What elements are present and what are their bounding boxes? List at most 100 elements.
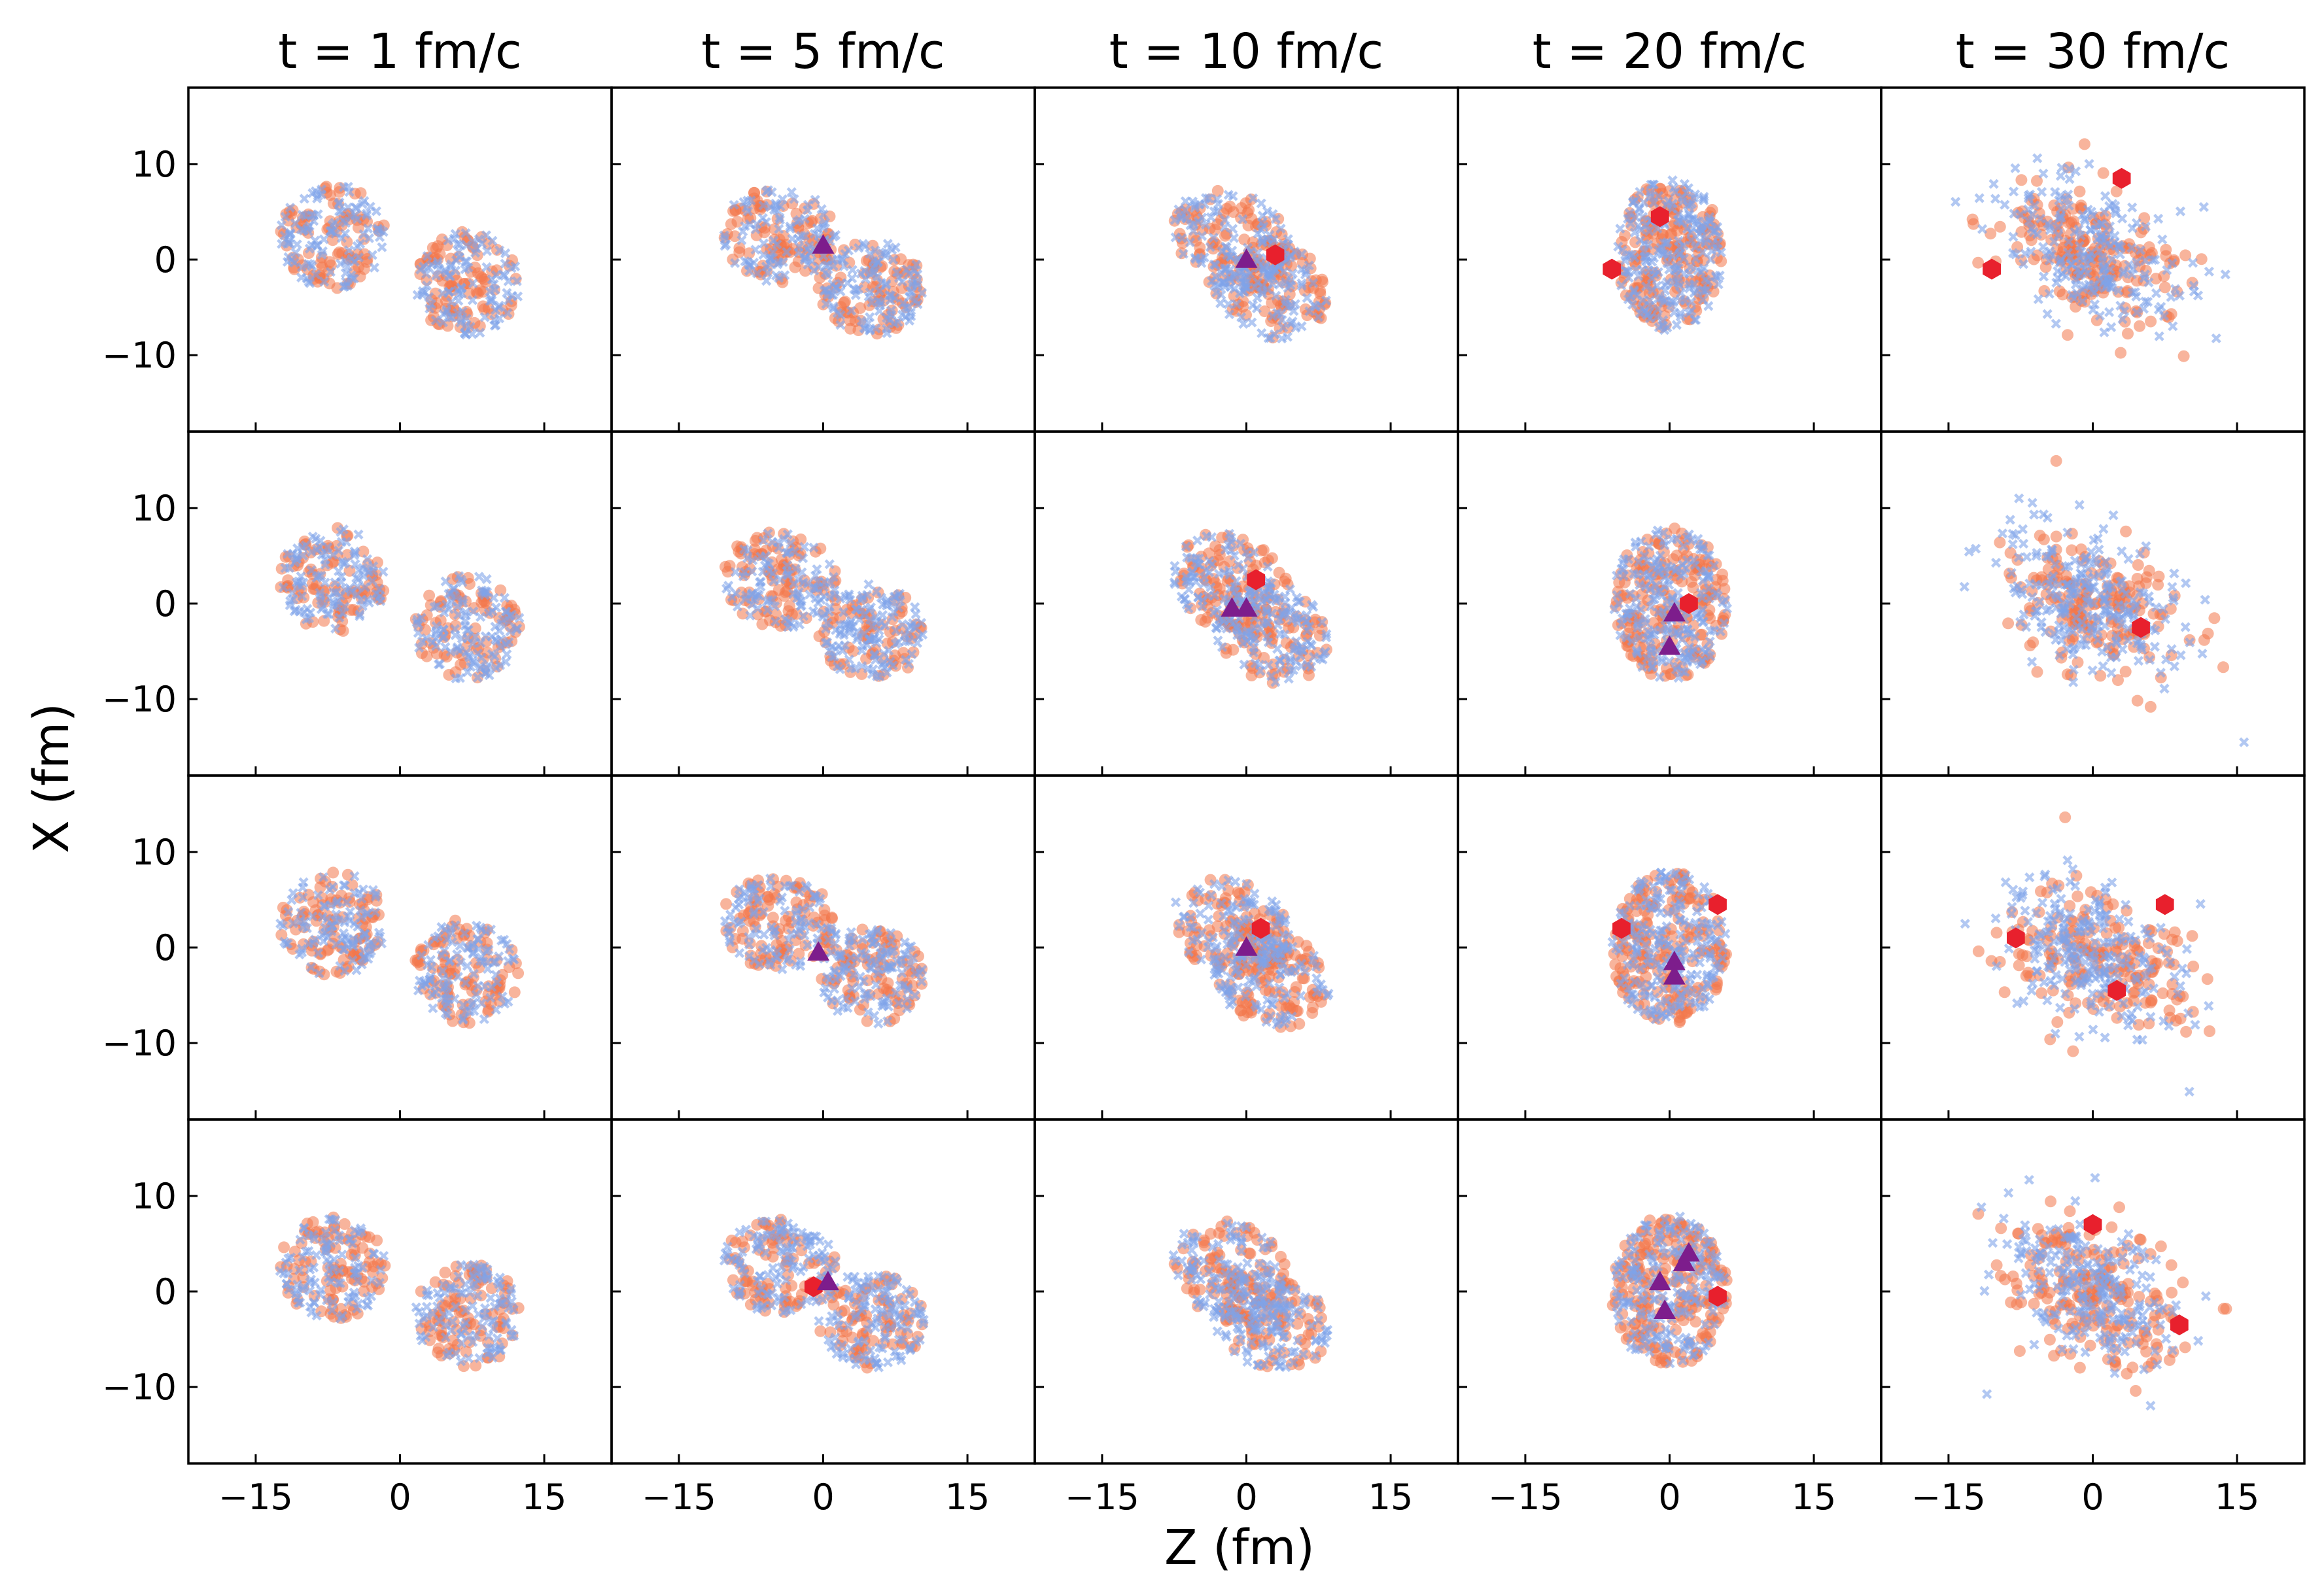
neutron-point xyxy=(910,968,920,978)
neutron-point xyxy=(482,964,493,974)
neutron-point xyxy=(911,609,921,619)
neutron-point xyxy=(1667,199,1678,209)
neutron-point xyxy=(816,204,827,214)
neutron-point xyxy=(797,567,807,577)
neutron-point xyxy=(1612,590,1622,600)
neutron-point xyxy=(2107,612,2117,623)
proton-point xyxy=(1250,559,1262,572)
neutron-point xyxy=(910,602,920,613)
neutron-point xyxy=(2043,218,2053,229)
neutron-point xyxy=(319,277,330,287)
neutron-point xyxy=(2166,292,2176,302)
neutron-point xyxy=(1689,288,1699,298)
panel-r3-c2 xyxy=(720,873,928,1029)
neutron-point xyxy=(1204,193,1214,203)
neutron-point xyxy=(821,299,831,309)
proton-point xyxy=(2110,185,2123,197)
neutron-point xyxy=(460,256,471,267)
neutron-point xyxy=(917,965,928,975)
neutron-point xyxy=(742,196,753,206)
neutron-point xyxy=(856,604,867,615)
neutron-point xyxy=(2099,327,2109,337)
neutron-point xyxy=(1236,312,1247,322)
neutron-point xyxy=(2050,559,2060,570)
neutron-point xyxy=(885,657,895,667)
neutron-point xyxy=(345,915,355,926)
neutron-point xyxy=(1703,215,1714,226)
neutron-point xyxy=(279,230,290,241)
neutron-point xyxy=(468,968,479,979)
neutron-point xyxy=(904,315,914,326)
neutron-point xyxy=(1670,566,1681,576)
neutron-points xyxy=(1609,525,1733,683)
neutron-point xyxy=(1223,190,1234,200)
neutron-point xyxy=(2097,252,2107,262)
neutron-point xyxy=(729,917,739,927)
proton-point xyxy=(1245,670,1258,681)
neutron-point xyxy=(758,200,769,211)
neutron-point xyxy=(2024,216,2034,226)
neutron-point xyxy=(2089,598,2099,609)
neutron-point xyxy=(1616,280,1627,291)
neutron-point xyxy=(356,893,367,904)
neutron-point xyxy=(2158,604,2168,615)
neutron-point xyxy=(784,935,794,946)
neutron-point xyxy=(886,928,896,938)
neutron-point xyxy=(1275,309,1286,319)
neutron-point xyxy=(430,628,441,639)
neutron-point xyxy=(1228,224,1238,234)
neutron-point xyxy=(1197,231,1207,241)
neutron-point xyxy=(2031,551,2041,561)
neutron-point xyxy=(2053,222,2064,233)
neutron-point xyxy=(1285,280,1296,290)
neutron-point xyxy=(917,629,928,640)
neutron-point xyxy=(863,1007,873,1017)
neutron-point xyxy=(1640,613,1650,624)
proton-point xyxy=(758,226,771,239)
neutron-point xyxy=(1990,194,2001,204)
neutron-point xyxy=(419,976,429,987)
neutron-point xyxy=(453,247,464,257)
neutron-point xyxy=(466,999,477,1010)
neutron-point xyxy=(803,260,813,270)
neutron-point xyxy=(1287,316,1298,327)
neutron-point xyxy=(1627,250,1637,260)
neutron-point xyxy=(1185,237,1196,248)
neutron-point xyxy=(1280,591,1291,602)
neutron-point xyxy=(1633,648,1643,659)
proton-point xyxy=(508,986,521,999)
neutron-point xyxy=(858,934,868,945)
proton-point xyxy=(326,234,339,247)
neutron-point xyxy=(859,989,870,999)
neutron-point xyxy=(770,616,781,627)
neutron-point xyxy=(774,224,784,234)
neutron-point xyxy=(1236,273,1247,284)
neutron-point xyxy=(500,248,511,258)
particle-cloud xyxy=(275,180,523,340)
neutron-point xyxy=(1258,618,1268,628)
proton-point xyxy=(481,937,493,949)
neutron-point xyxy=(863,579,874,590)
neutron-point xyxy=(1628,196,1639,207)
neutron-point xyxy=(502,288,512,298)
neutron-point xyxy=(1239,659,1249,670)
proton-point xyxy=(2143,651,2156,664)
neutron-point xyxy=(2117,644,2128,655)
neutron-point xyxy=(2074,241,2085,251)
neutron-point xyxy=(1180,594,1190,604)
neutron-point xyxy=(1267,311,1278,322)
neutron-point xyxy=(456,314,467,325)
neutron-point xyxy=(835,320,846,330)
neutron-point xyxy=(1615,630,1625,641)
neutron-point xyxy=(460,330,472,340)
proton-point xyxy=(856,923,869,936)
neutron-point xyxy=(1686,227,1697,237)
neutron-point xyxy=(791,905,803,915)
neutron-point xyxy=(777,964,788,974)
neutron-point xyxy=(1627,299,1638,310)
neutron-point xyxy=(809,229,820,239)
neutron-point xyxy=(765,959,776,970)
neutron-point xyxy=(833,641,844,651)
neutron-point xyxy=(2138,303,2149,314)
neutron-point xyxy=(760,551,771,561)
